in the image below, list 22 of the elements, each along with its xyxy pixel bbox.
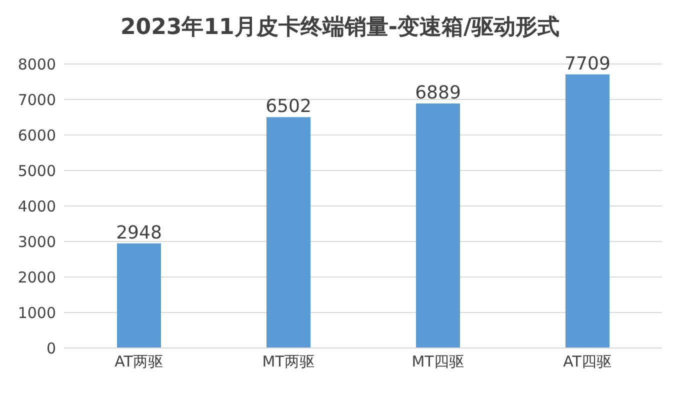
y-tick-label: 6000 <box>18 126 56 144</box>
y-tick-label: 8000 <box>18 55 56 74</box>
y-tick-label: 7000 <box>18 90 56 109</box>
y-tick-label: 2000 <box>18 268 56 286</box>
y-tick-label: 0 <box>46 339 56 358</box>
bar <box>566 74 610 348</box>
x-tick-label: AT四驱 <box>563 352 612 371</box>
data-label: 6502 <box>266 96 312 118</box>
data-label: 2948 <box>116 222 162 244</box>
y-tick-label: 5000 <box>18 162 56 180</box>
bar <box>117 243 161 348</box>
y-tick-label: 4000 <box>18 197 56 216</box>
data-label: 7709 <box>564 53 610 74</box>
data-label: 6889 <box>415 82 461 104</box>
bar <box>416 103 460 348</box>
bar <box>266 117 310 348</box>
y-tick-label: 3000 <box>18 232 56 251</box>
y-tick-label: 1000 <box>18 304 56 322</box>
x-tick-label: AT两驱 <box>114 352 163 371</box>
x-tick-label: MT两驱 <box>262 352 314 371</box>
chart-title: 2023年11月皮卡终端销量-变速箱/驱动形式 <box>119 14 560 42</box>
x-tick-label: MT四驱 <box>412 352 464 371</box>
